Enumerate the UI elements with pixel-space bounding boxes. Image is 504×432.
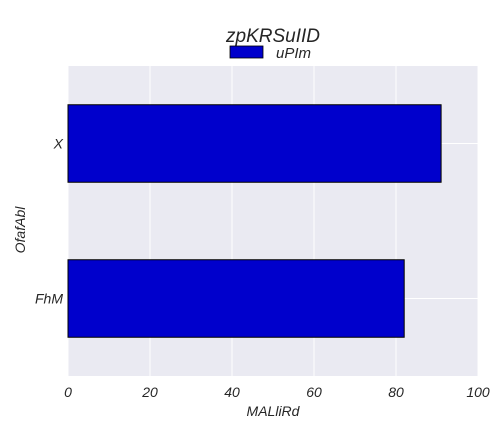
bar-fhm [67,259,405,338]
legend-label: uPIm [276,45,311,62]
bars [67,104,442,338]
y-axis-label: OfafAbl [12,206,28,254]
x-tick-label: 60 [306,384,322,400]
x-tick-labels: 0 20 40 60 80 100 [64,384,490,400]
x-tick-label: 40 [224,384,240,400]
y-tick-labels: X FhM [35,136,64,307]
x-tick-label: 100 [466,384,490,400]
legend-swatch [229,45,264,59]
y-tick-label: X [53,136,64,152]
chart-title: zpKRSuIID [225,26,320,47]
x-tick-label: 0 [64,384,72,400]
x-tick-label: 20 [141,384,158,400]
y-tick-label: FhM [35,291,63,307]
bar-x [67,104,442,183]
x-axis-label: MALliRd [247,403,301,419]
legend: uPIm [229,45,311,62]
x-tick-label: 80 [388,384,404,400]
